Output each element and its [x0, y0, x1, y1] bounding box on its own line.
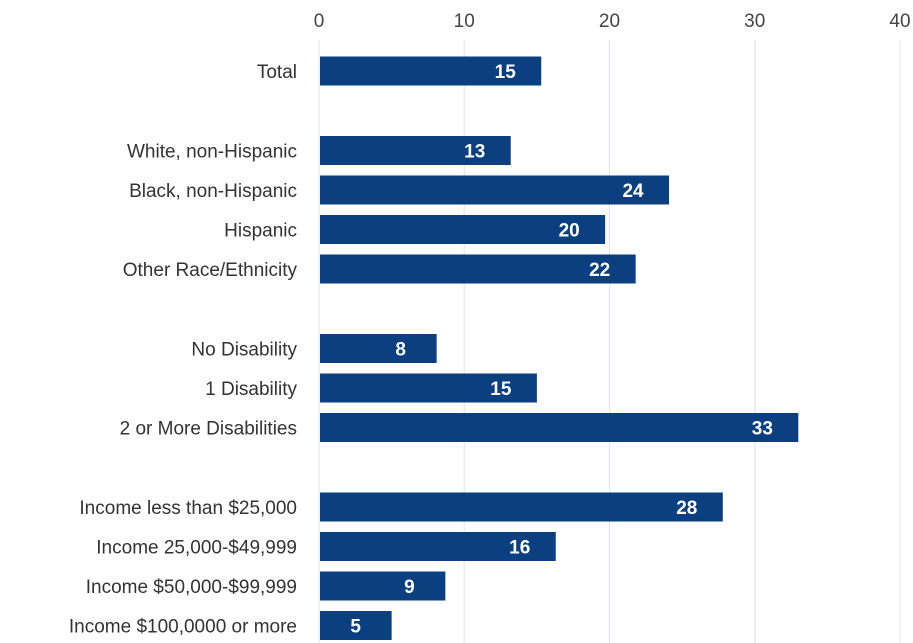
category-label: Income less than $25,000 — [79, 498, 297, 519]
data-labels: 15 13 24 20 22 8 15 33 28 16 9 5 — [350, 62, 773, 638]
bar — [320, 413, 799, 442]
data-label: 20 — [559, 221, 580, 242]
category-label: Total — [257, 62, 297, 83]
data-label: 13 — [464, 142, 485, 163]
category-label: Income $100,0000 or more — [69, 617, 297, 638]
x-tick-label: 20 — [599, 11, 620, 32]
category-label: White, non-Hispanic — [127, 142, 297, 163]
bar — [320, 492, 723, 522]
category-label: Income 25,000-$49,999 — [96, 538, 297, 559]
bar — [320, 571, 446, 601]
data-label: 33 — [752, 419, 773, 440]
bar — [320, 532, 556, 561]
x-tick-label: 10 — [454, 11, 475, 32]
category-label: No Disability — [191, 340, 297, 361]
bar — [320, 611, 392, 640]
bar — [320, 56, 542, 86]
data-label: 28 — [676, 498, 697, 519]
data-label: 8 — [395, 340, 406, 361]
category-label: 2 or More Disabilities — [120, 419, 297, 440]
x-tick-label: 40 — [889, 11, 910, 32]
bar — [320, 373, 537, 403]
x-axis-ticks: 0 10 20 30 40 — [314, 11, 911, 32]
category-label: Other Race/Ethnicity — [123, 260, 298, 281]
data-label: 5 — [350, 617, 361, 638]
category-labels: Total White, non-Hispanic Black, non-Hispa… — [69, 62, 298, 638]
data-label: 15 — [495, 62, 517, 83]
category-label: Black, non-Hispanic — [129, 181, 297, 202]
bar — [320, 254, 636, 284]
bar — [320, 175, 670, 205]
category-label: 1 Disability — [205, 379, 297, 400]
bar — [320, 215, 606, 244]
x-tick-label: 0 — [314, 11, 325, 32]
category-label: Hispanic — [224, 221, 297, 242]
category-label: Income $50,000-$99,999 — [86, 577, 297, 598]
x-tick-label: 30 — [744, 11, 765, 32]
data-label: 16 — [509, 538, 530, 559]
data-label: 24 — [622, 181, 644, 202]
data-label: 9 — [404, 577, 415, 598]
bars — [320, 56, 799, 640]
bar — [320, 334, 437, 363]
bar — [320, 136, 511, 165]
data-label: 15 — [490, 379, 512, 400]
data-label: 22 — [589, 260, 610, 281]
